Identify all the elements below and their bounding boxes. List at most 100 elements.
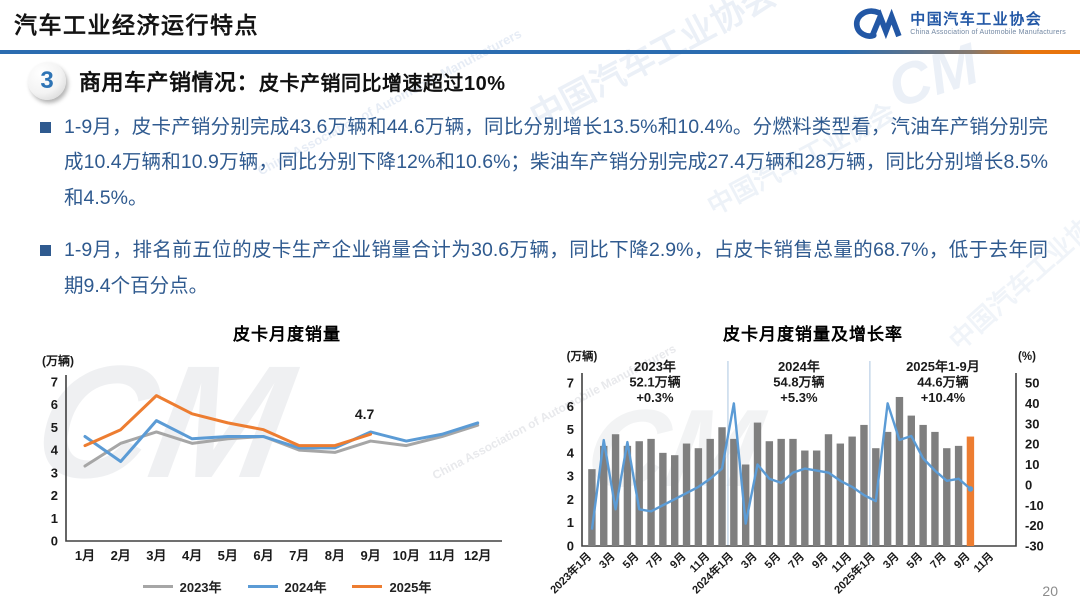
svg-text:2023年: 2023年 [634,359,676,374]
svg-text:3月: 3月 [738,550,759,571]
svg-text:5月: 5月 [762,550,783,571]
section-heading: 3 商用车产销情况：皮卡产销同比增速超过10% [28,62,506,100]
svg-text:6: 6 [51,397,58,412]
svg-text:40: 40 [1025,396,1039,411]
svg-text:+0.3%: +0.3% [636,390,674,405]
legend-label: 2025年 [389,580,432,595]
section-number-badge: 3 [28,62,66,100]
svg-text:0: 0 [1025,477,1032,492]
svg-text:12月: 12月 [464,548,491,563]
legend-item: 2025年 [352,577,431,596]
legend-label: 2023年 [179,580,222,595]
bullet-square-icon [40,245,51,257]
svg-text:1月: 1月 [75,548,95,563]
chart-title: 皮卡月度销量 [233,325,341,344]
svg-text:1: 1 [51,511,58,526]
bullet-item: 1-9月，皮卡产销分别完成43.6万辆和44.6万辆，同比分别增长13.5%和1… [40,110,1048,216]
svg-text:2: 2 [51,488,58,503]
svg-text:11月: 11月 [971,550,996,575]
page-title: 汽车工业经济运行特点 [14,12,259,38]
svg-text:2023年1月: 2023年1月 [548,549,594,596]
legend-swatch [142,585,173,588]
legend-swatch [247,585,278,588]
legend-item: 2024年 [247,577,327,596]
pickup-sales-growth-combo-chart: (万辆) (%) 0 1 2 3 4 5 6 7 50 40 30 20 10 0 -10 -20 -30 2023年… [548,349,1044,596]
svg-text:20: 20 [1025,437,1039,452]
svg-text:+5.3%: +5.3% [780,390,818,405]
svg-text:30: 30 [1025,416,1039,431]
svg-text:1: 1 [567,515,574,530]
svg-text:0: 0 [567,539,574,554]
caam-monogram-icon [851,7,903,41]
chart-title: 皮卡月度销量及增长率 [723,325,903,344]
svg-text:5月: 5月 [904,550,925,571]
bullet-text: 1-9月，排名前五位的皮卡生产企业销量合计为30.6万辆，同比下降2.9%，占皮… [64,239,1048,297]
svg-text:(万辆): (万辆) [567,349,598,363]
svg-text:(万辆): (万辆) [42,353,74,368]
svg-text:7月: 7月 [928,550,949,571]
logo-name-en: China Association of Automobile Manufact… [910,28,1066,36]
caam-logo: 中国汽车工业协会 China Association of Automobile… [851,7,1066,41]
svg-text:10: 10 [1025,457,1039,472]
page-number: 20 [1042,583,1058,599]
svg-text:7月: 7月 [644,550,665,571]
svg-text:6月: 6月 [253,548,273,563]
svg-text:7: 7 [51,375,58,390]
logo-name-cn: 中国汽车工业协会 [910,11,1043,29]
svg-text:3月: 3月 [880,550,901,571]
legend-item: 2023年 [142,577,222,596]
svg-text:3月: 3月 [596,550,617,571]
svg-text:2025年1-9月: 2025年1-9月 [906,359,980,374]
svg-text:5月: 5月 [620,550,641,571]
legend-label: 2024年 [284,580,327,595]
svg-text:-30: -30 [1025,539,1044,554]
svg-text:0: 0 [51,534,58,549]
svg-text:5: 5 [51,420,58,435]
svg-text:52.1万辆: 52.1万辆 [629,375,680,390]
svg-text:3: 3 [51,465,58,480]
svg-text:9月: 9月 [667,550,688,571]
svg-text:5月: 5月 [218,548,238,563]
svg-text:9月: 9月 [360,548,380,563]
svg-text:7: 7 [567,376,574,391]
svg-text:4.7: 4.7 [355,406,375,422]
svg-text:(%): (%) [1018,351,1036,363]
chart-legend: 2023年 2024年 2025年 [28,577,546,596]
svg-text:2月: 2月 [111,548,131,563]
svg-text:7月: 7月 [289,548,309,563]
bullet-item: 1-9月，排名前五位的皮卡生产企业销量合计为30.6万辆，同比下降2.9%，占皮… [40,233,1048,304]
svg-text:4: 4 [51,443,59,458]
section-heading-sub: 皮卡产销同比增速超过10% [259,73,506,95]
svg-text:2: 2 [567,492,574,507]
svg-text:50: 50 [1025,376,1039,391]
svg-text:5: 5 [567,422,574,437]
svg-text:+10.4%: +10.4% [921,390,966,405]
chart-pickup-sales-and-growth: 皮卡月度销量及增长率 (万辆) (%) 0 1 2 3 4 5 6 7 50 40 30 20 10 0 -10… [548,320,1078,607]
section-heading-main: 商用车产销情况： [79,70,260,95]
svg-text:44.6万辆: 44.6万辆 [917,375,968,390]
svg-text:54.8万辆: 54.8万辆 [773,375,824,390]
bullet-list: 1-9月，皮卡产销分别完成43.6万辆和44.6万辆，同比分别增长13.5%和1… [40,110,1048,321]
svg-text:2024年: 2024年 [778,359,820,374]
chart-pickup-monthly-sales: 皮卡月度销量 (万辆) 0 1 2 3 4 5 6 7 1月 2月 3月 4月 5月 6月 7月 8月 9月 10月… [28,320,546,596]
svg-text:10月: 10月 [393,548,420,563]
svg-text:3: 3 [567,469,574,484]
pickup-monthly-sales-line-chart: (万辆) 0 1 2 3 4 5 6 7 1月 2月 3月 4月 5月 6月 7月 8月 9月 10月 11月 12月 4… [42,353,502,563]
svg-text:-20: -20 [1025,518,1044,533]
watermark-monogram: CM [880,31,987,121]
header-divider [0,50,1080,54]
svg-text:3月: 3月 [146,548,166,563]
svg-text:9月: 9月 [809,550,830,571]
legend-swatch [352,585,383,588]
svg-text:-10: -10 [1025,498,1044,513]
bullet-square-icon [40,122,51,133]
svg-text:11月: 11月 [429,548,456,563]
svg-text:7月: 7月 [786,550,807,571]
svg-text:9月: 9月 [951,550,972,571]
svg-text:8月: 8月 [325,548,345,563]
bullet-text: 1-9月，皮卡产销分别完成43.6万辆和44.6万辆，同比分别增长13.5%和1… [64,116,1048,209]
svg-text:4月: 4月 [182,548,202,563]
svg-text:6: 6 [567,399,574,414]
svg-text:4: 4 [567,445,575,460]
